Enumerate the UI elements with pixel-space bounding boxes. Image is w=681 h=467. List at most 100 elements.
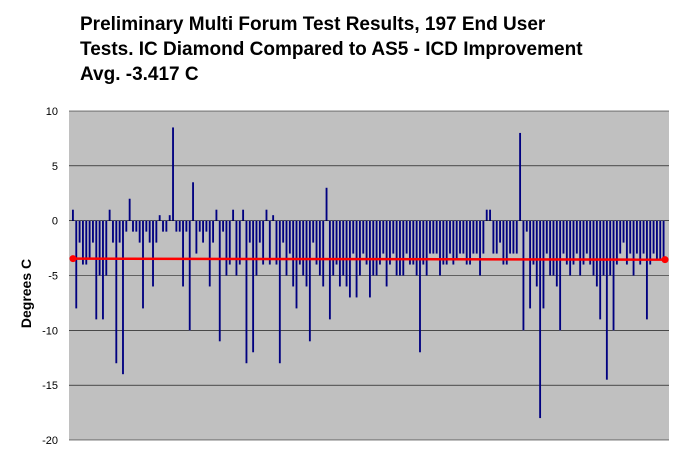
bar-24	[148, 220, 151, 243]
bar-136	[522, 220, 525, 331]
bar-141	[539, 220, 542, 419]
bar-3	[78, 220, 81, 243]
bar-107	[425, 220, 428, 276]
bar-145	[552, 220, 555, 276]
bar-176	[655, 220, 658, 260]
bar-111	[439, 220, 441, 276]
bar-101	[405, 220, 408, 254]
bar-77	[325, 187, 328, 221]
bar-147	[559, 220, 562, 331]
bar-172	[642, 220, 645, 254]
bar-130	[502, 220, 505, 265]
bar-25	[152, 220, 154, 287]
chart-title: Preliminary Multi Forum Test Results, 19…	[80, 12, 670, 87]
bar-18	[128, 198, 131, 221]
bar-29	[165, 220, 168, 232]
bar-108	[429, 220, 431, 254]
bar-115	[452, 220, 455, 265]
bar-78	[328, 220, 331, 320]
bar-76	[322, 220, 325, 287]
bar-7	[92, 220, 94, 243]
bar-58	[262, 220, 265, 265]
bar-64	[282, 220, 285, 243]
bar-165	[619, 220, 622, 254]
bar-139	[532, 220, 535, 265]
bar-17	[125, 220, 128, 232]
bar-4	[82, 220, 84, 265]
bar-2	[75, 220, 78, 309]
bar-13	[112, 220, 114, 243]
bar-1	[72, 209, 74, 221]
bar-14	[115, 220, 118, 364]
bar-56	[255, 220, 258, 276]
bar-80	[335, 220, 338, 265]
bar-167	[625, 220, 628, 265]
bar-47	[225, 220, 228, 276]
bar-72	[308, 220, 311, 342]
bar-89	[365, 220, 368, 265]
bar-83	[345, 220, 348, 287]
gridlines	[69, 110, 669, 441]
bar-36	[188, 220, 191, 331]
bar-153	[579, 220, 582, 276]
bar-166	[622, 220, 625, 243]
bar-170	[635, 220, 638, 254]
bar-104	[415, 220, 418, 276]
bar-65	[285, 220, 288, 276]
bar-110	[435, 220, 438, 254]
bar-19	[132, 220, 134, 232]
bar-49	[232, 209, 235, 221]
bar-48	[228, 220, 231, 265]
bar-53	[245, 220, 248, 364]
bar-92	[375, 220, 378, 276]
bar-93	[379, 220, 381, 265]
bar-75	[318, 220, 321, 276]
bar-63	[278, 220, 281, 364]
bar-124	[482, 220, 485, 254]
bar-160	[602, 220, 605, 276]
bar-50	[235, 220, 238, 276]
bar-155	[585, 220, 588, 254]
bar-32	[175, 220, 178, 232]
bar-70	[302, 220, 305, 276]
bar-33	[178, 220, 181, 232]
bar-96	[389, 220, 391, 265]
bar-137	[525, 220, 528, 232]
bar-28	[162, 220, 164, 232]
y-tick-label-3: -5	[48, 271, 58, 283]
bar-26	[155, 220, 158, 243]
bar-21	[138, 220, 141, 243]
bar-43	[212, 220, 215, 243]
bar-126	[489, 209, 491, 221]
bar-146	[555, 220, 558, 287]
bar-138	[529, 220, 532, 309]
bar-150	[569, 220, 572, 276]
bar-99	[399, 220, 401, 276]
bar-177	[659, 220, 662, 260]
bar-44	[215, 209, 218, 221]
bar-149	[565, 220, 568, 265]
bar-85	[352, 220, 355, 254]
bar-106	[422, 220, 425, 265]
bar-129	[499, 220, 501, 243]
bar-125	[485, 209, 488, 221]
bar-142	[542, 220, 545, 309]
bar-102	[409, 220, 411, 265]
bar-55	[252, 220, 255, 353]
bar-8	[95, 220, 98, 320]
bar-98	[395, 220, 398, 276]
bar-69	[298, 220, 301, 265]
bar-175	[652, 220, 655, 254]
bar-60	[268, 220, 271, 265]
bar-11	[105, 220, 108, 276]
bar-135	[519, 132, 522, 221]
bar-174	[649, 220, 652, 265]
bar-163	[612, 220, 615, 331]
bar-156	[589, 220, 592, 265]
bar-62	[275, 220, 278, 265]
bar-34	[182, 220, 184, 287]
bar-134	[515, 220, 518, 254]
bar-67	[292, 220, 295, 287]
bar-144	[549, 220, 552, 276]
bar-23	[145, 220, 148, 232]
